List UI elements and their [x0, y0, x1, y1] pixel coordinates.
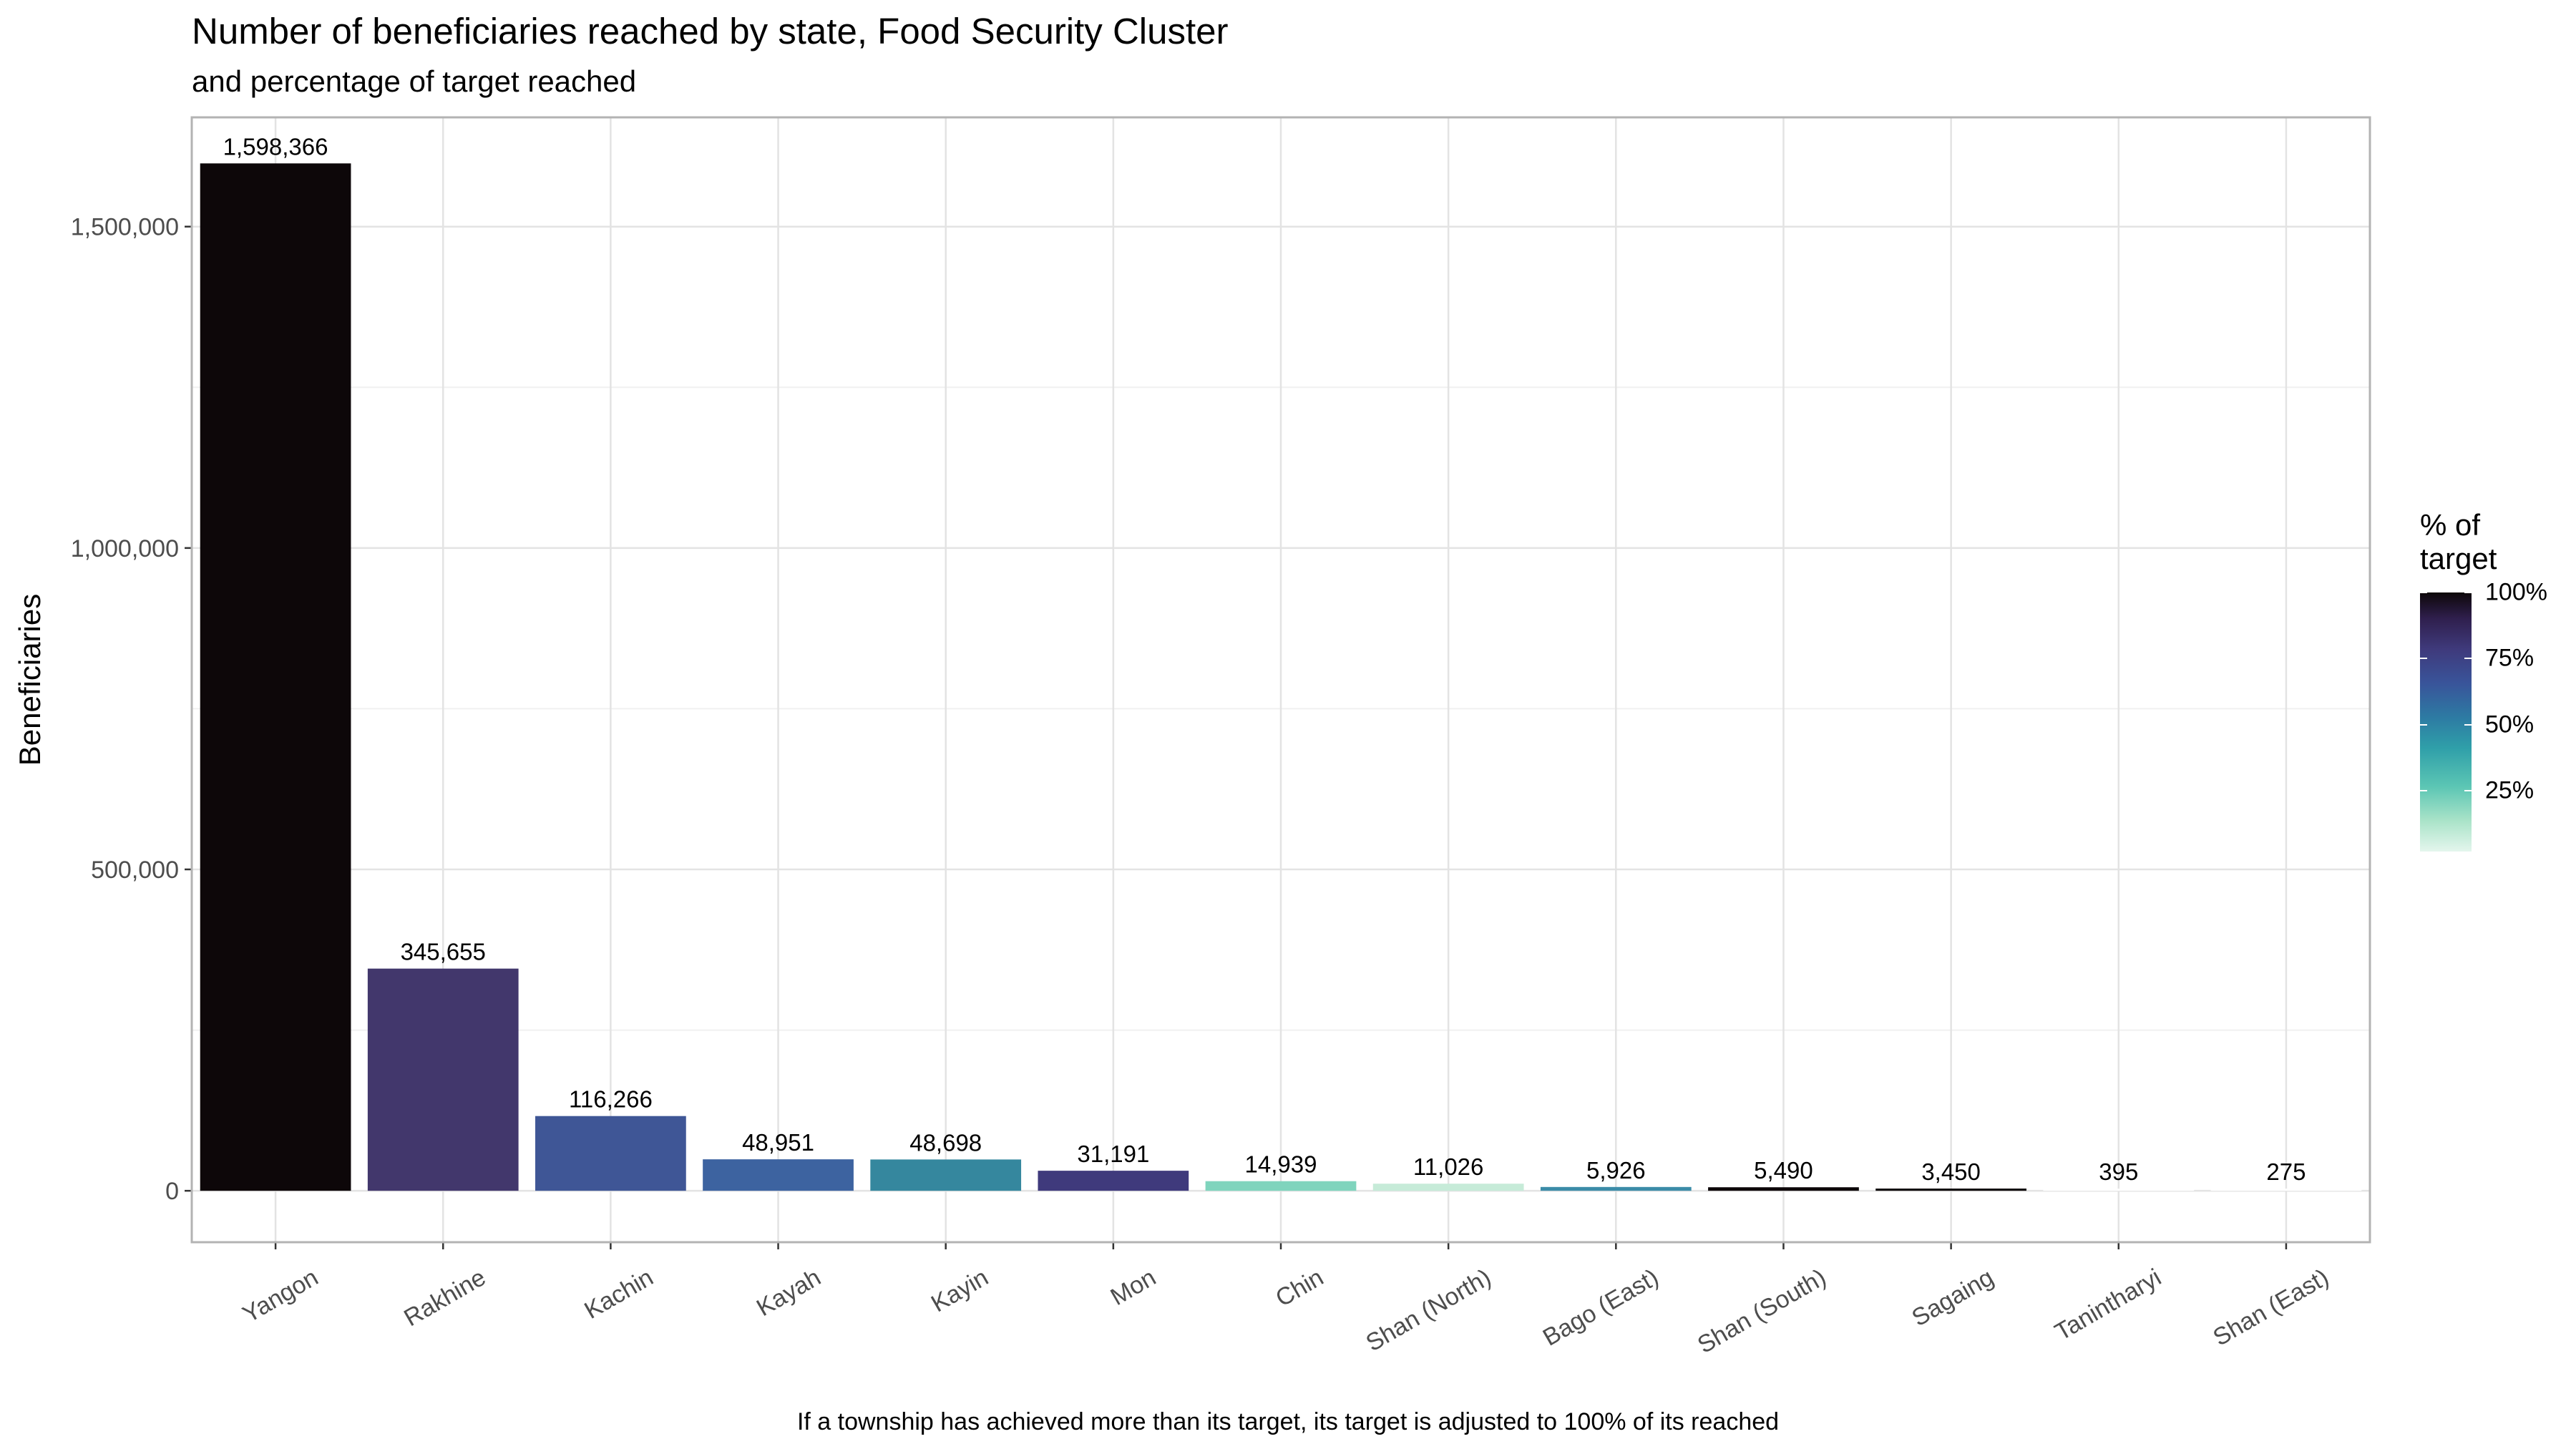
- bar-kayin: [870, 1159, 1022, 1191]
- bar-kayah: [703, 1159, 854, 1191]
- x-tick-label: Chin: [1271, 1264, 1328, 1312]
- bar-tanintharyi: [2043, 1189, 2195, 1191]
- bar-sagaing: [1875, 1189, 2026, 1191]
- bar-value-label: 11,026: [1413, 1153, 1483, 1180]
- bar-value-label: 395: [2099, 1158, 2138, 1185]
- bar-value-label: 1,598,366: [223, 133, 328, 160]
- bar-mon: [1038, 1171, 1189, 1191]
- y-tick-label: 1,000,000: [71, 535, 179, 562]
- x-tick-label: Kayin: [927, 1264, 993, 1317]
- bar-value-label: 48,698: [909, 1129, 982, 1156]
- y-tick-label: 0: [165, 1178, 179, 1205]
- bar-bago-east: [1540, 1186, 1692, 1191]
- bar-value-label: 5,926: [1586, 1157, 1646, 1184]
- bar-shan-north: [1372, 1184, 1524, 1191]
- bar-yangon: [200, 163, 351, 1191]
- bar-value-label: 48,951: [742, 1129, 814, 1156]
- y-tick-label: 1,500,000: [71, 214, 179, 241]
- legend-tick-mark: [2420, 790, 2427, 792]
- x-tick-label: Kachin: [580, 1264, 658, 1324]
- legend-label: 50%: [2485, 711, 2534, 738]
- legend-title-line-2: target: [2420, 542, 2497, 575]
- bar-value-label: 3,450: [1921, 1158, 1981, 1185]
- y-axis-label: Beneficiaries: [13, 593, 47, 766]
- chart-subtitle: and percentage of target reached: [192, 64, 637, 98]
- bar-value-label: 345,655: [401, 939, 486, 965]
- x-tick-label: Yangon: [238, 1264, 323, 1328]
- legend-label: 100%: [2485, 578, 2547, 606]
- legend-tick-mark: [2464, 790, 2472, 792]
- x-tick-label: Mon: [1106, 1264, 1161, 1311]
- bar-chin: [1205, 1181, 1357, 1191]
- bar-shan-south: [1708, 1187, 1859, 1191]
- bar-shan-east: [2210, 1189, 2362, 1191]
- x-tick-label: Kayah: [752, 1264, 825, 1322]
- x-tick-label: Tanintharyi: [2050, 1264, 2165, 1346]
- x-tick-label: Shan (South): [1693, 1264, 1831, 1359]
- legend-title-line-1: % of: [2420, 508, 2481, 542]
- legend-colorbar: [2420, 592, 2472, 852]
- legend-tick-mark: [2464, 723, 2472, 726]
- chart-caption: If a township has achieved more than its…: [796, 1408, 1780, 1435]
- legend-title: % of target: [2420, 508, 2563, 575]
- bar-value-label: 31,191: [1077, 1141, 1149, 1167]
- y-tick-label: 500,000: [91, 857, 179, 884]
- bar-value-label: 14,939: [1245, 1151, 1317, 1178]
- legend-tick-mark: [2464, 658, 2472, 660]
- x-tick-label: Sagaing: [1908, 1264, 1999, 1332]
- legend-tick-mark: [2464, 592, 2472, 593]
- x-tick-label: Bago (East): [1538, 1264, 1663, 1352]
- bar-rakhine: [367, 968, 519, 1191]
- panel-border: [190, 116, 2371, 1244]
- x-tick-label: Shan (East): [2208, 1264, 2333, 1352]
- x-tick-label: Rakhine: [399, 1264, 490, 1332]
- legend-tick-mark: [2420, 723, 2427, 726]
- legend-tick-mark: [2420, 592, 2427, 593]
- legend-label: 25%: [2485, 776, 2534, 804]
- x-tick-label: Shan (North): [1362, 1264, 1496, 1357]
- legend-label: 75%: [2485, 644, 2534, 672]
- bar-value-label: 116,266: [569, 1086, 653, 1113]
- bar-value-label: 5,490: [1754, 1157, 1813, 1184]
- legend-tick-mark: [2420, 658, 2427, 660]
- bar-kachin: [535, 1116, 686, 1191]
- chart-title: Number of beneficiaries reached by state…: [192, 11, 1229, 52]
- bar-value-label: 275: [2266, 1158, 2306, 1185]
